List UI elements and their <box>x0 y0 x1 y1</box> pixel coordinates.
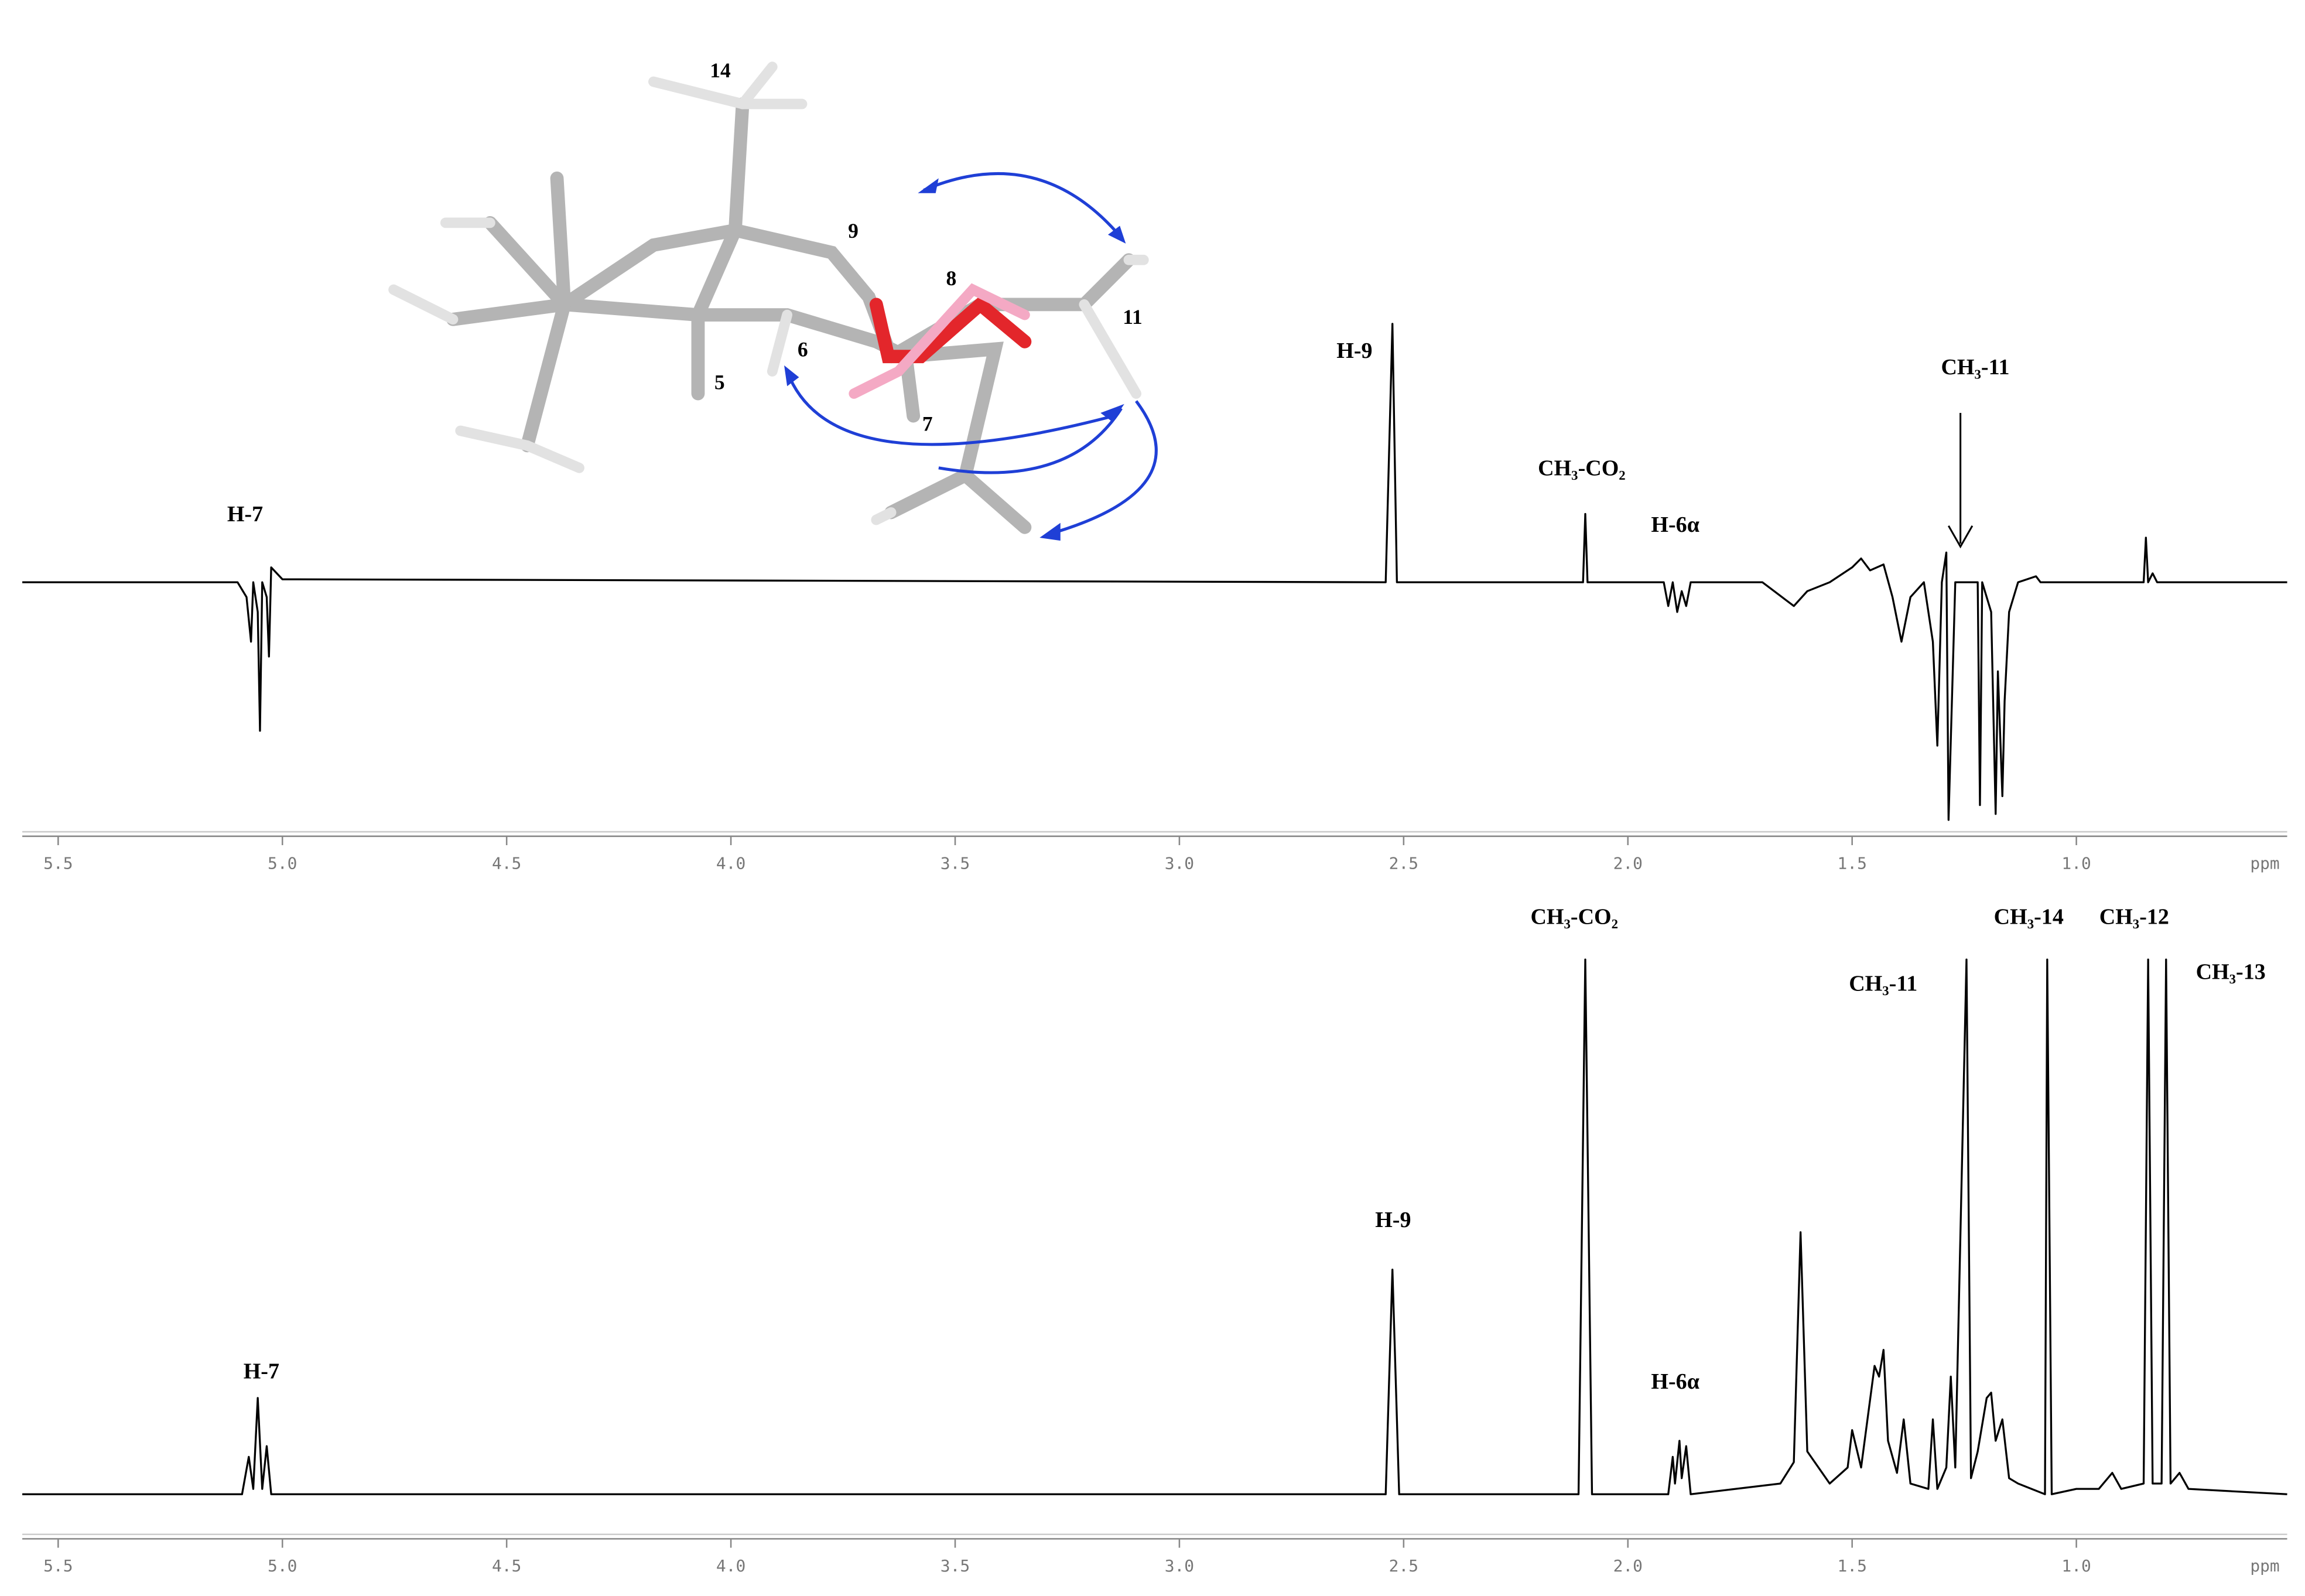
atom-label: 11 <box>1123 305 1143 329</box>
bond <box>520 298 572 453</box>
bond-h <box>388 284 459 325</box>
x-tick-label: 4.5 <box>492 854 521 873</box>
bond-h <box>522 440 584 473</box>
arrow-head <box>784 365 799 387</box>
arrow <box>938 408 1123 474</box>
peak-label: H-7 <box>227 502 263 527</box>
x-tick-label: 5.0 <box>268 1556 297 1576</box>
atom-label: 6 <box>798 338 808 361</box>
x-tick-label: 2.0 <box>1613 1556 1643 1576</box>
bond <box>558 298 913 364</box>
atom-label: 7 <box>922 412 933 435</box>
x-tick-label: 1.0 <box>2061 1556 2091 1576</box>
arrow-head <box>918 178 939 193</box>
spectrum <box>22 323 2287 821</box>
peak-label: CH₃-11 <box>1849 972 1917 996</box>
bond-h <box>648 76 748 110</box>
bond <box>728 97 750 237</box>
bond <box>550 171 572 312</box>
bond <box>691 223 742 322</box>
x-tick-label: 3.0 <box>1165 1556 1194 1576</box>
spectrum <box>22 958 2287 1495</box>
x-tick-label: 4.5 <box>492 1556 521 1576</box>
peak-label: CH₃-11 <box>1941 355 2009 380</box>
peak-label: CH₃-14 <box>1994 904 2064 929</box>
atom-label: 5 <box>714 370 725 394</box>
arrow-head <box>1107 225 1126 244</box>
arrow <box>1047 400 1158 536</box>
peak-label: CH₃-12 <box>2099 904 2169 929</box>
peak-label: H-7 <box>244 1359 279 1383</box>
bond-h <box>767 309 793 377</box>
arrow-head <box>1100 404 1124 422</box>
arrow-heads <box>784 178 1126 541</box>
pointer-arrow-head <box>1948 525 1974 549</box>
x-tick-label: 3.5 <box>941 1556 970 1576</box>
x-tick-label: 4.0 <box>716 1556 745 1576</box>
bond <box>446 298 572 326</box>
x-axis-label: ppm <box>2250 854 2279 873</box>
x-tick-label: 5.0 <box>268 854 297 873</box>
x-tick-label: 3.0 <box>1165 854 1194 873</box>
arrow <box>923 172 1123 239</box>
x-tick-label: 1.5 <box>1838 1556 1867 1576</box>
x-tick-label: 4.0 <box>716 854 745 873</box>
x-tick-label: 3.5 <box>941 854 970 873</box>
peak-label: H-9 <box>1336 339 1372 363</box>
hydrogen <box>849 283 1030 399</box>
peak-label: H-6α <box>1651 1369 1699 1394</box>
x-axis-label: ppm <box>2250 1556 2279 1576</box>
bond-h <box>871 507 897 525</box>
bond <box>884 469 972 520</box>
bond <box>959 469 1032 534</box>
x-tick-label: 1.0 <box>2061 854 2091 873</box>
peak-label: H-9 <box>1375 1208 1411 1232</box>
x-tick-label: 2.0 <box>1613 854 1643 873</box>
peak-label: H-6α <box>1651 512 1699 537</box>
x-tick-label: 1.5 <box>1838 854 1867 873</box>
arrow-head <box>1039 522 1061 541</box>
arrow <box>785 371 1114 446</box>
bond-h <box>455 425 533 451</box>
bond-h <box>1079 299 1141 399</box>
peak-label: CH₃-CO₂ <box>1538 456 1626 481</box>
bond-h <box>737 61 778 110</box>
x-tick-label: 5.5 <box>43 1556 73 1576</box>
peak-label: CH₃-CO₂ <box>1530 904 1618 929</box>
x-tick-label: 5.5 <box>43 854 73 873</box>
noe-arrows <box>785 172 1158 536</box>
x-tick-label: 2.5 <box>1389 854 1418 873</box>
molecule: 14 9 8 11 6 5 7 <box>388 59 1158 541</box>
x-tick-label: 2.5 <box>1389 1556 1418 1576</box>
oxygen <box>869 295 1032 364</box>
atom-label: 9 <box>848 219 859 242</box>
bond <box>483 216 572 312</box>
atom-label: 8 <box>946 266 956 290</box>
atom-label: 14 <box>710 59 731 82</box>
peak-label: CH₃-13 <box>2196 959 2266 984</box>
bond <box>899 341 1004 482</box>
